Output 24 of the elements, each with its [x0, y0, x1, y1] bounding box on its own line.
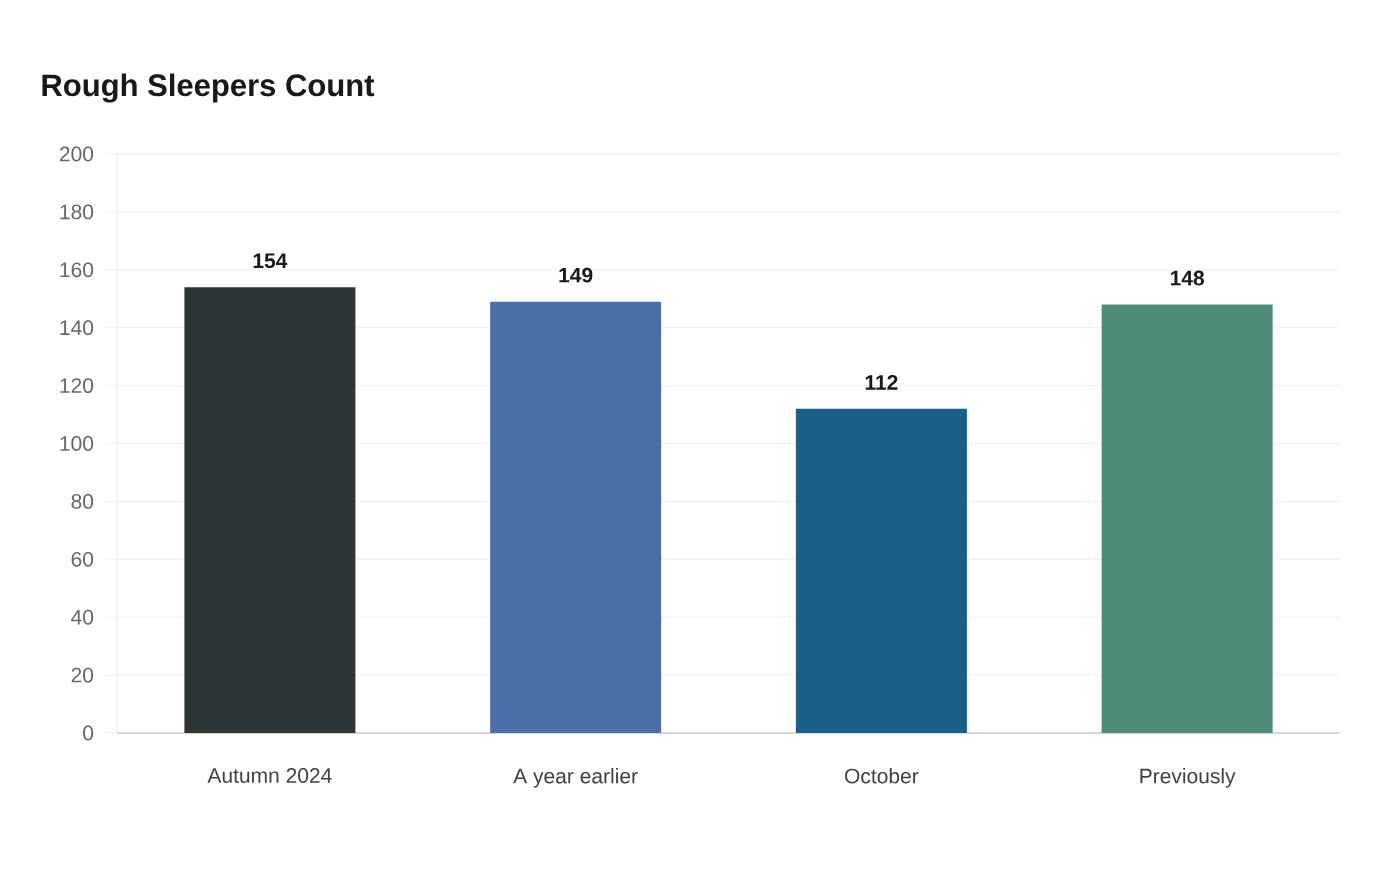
bar	[490, 301, 662, 733]
y-tick-label: 0	[83, 725, 94, 741]
y-tick-label: 140	[60, 320, 94, 336]
y-tick-label: 200	[59, 146, 94, 162]
y-tick-label: 180	[60, 204, 94, 220]
y-tick-label: 80	[71, 493, 94, 509]
y-tick-label: 100	[60, 436, 94, 451]
data-label: 149	[559, 267, 593, 283]
y-tick-label: 120	[60, 378, 94, 394]
bar	[184, 287, 356, 733]
data-label: 148	[1170, 270, 1204, 286]
y-tick-label: 20	[71, 667, 94, 683]
data-label: 112	[865, 375, 898, 390]
x-tick-label: A year earlier	[513, 768, 638, 788]
x-tick-label: October	[845, 768, 919, 784]
y-tick-label: 60	[71, 551, 94, 567]
y-tick-label: 40	[71, 609, 94, 625]
chart-title: Rough Sleepers Count	[42, 73, 375, 103]
bar	[795, 408, 967, 733]
x-tick-label: Previously	[1140, 768, 1236, 788]
x-tick-label: Autumn 2024	[207, 768, 332, 783]
bar	[1101, 304, 1273, 733]
data-label: 154	[253, 253, 288, 269]
y-tick-label: 160	[60, 262, 94, 278]
